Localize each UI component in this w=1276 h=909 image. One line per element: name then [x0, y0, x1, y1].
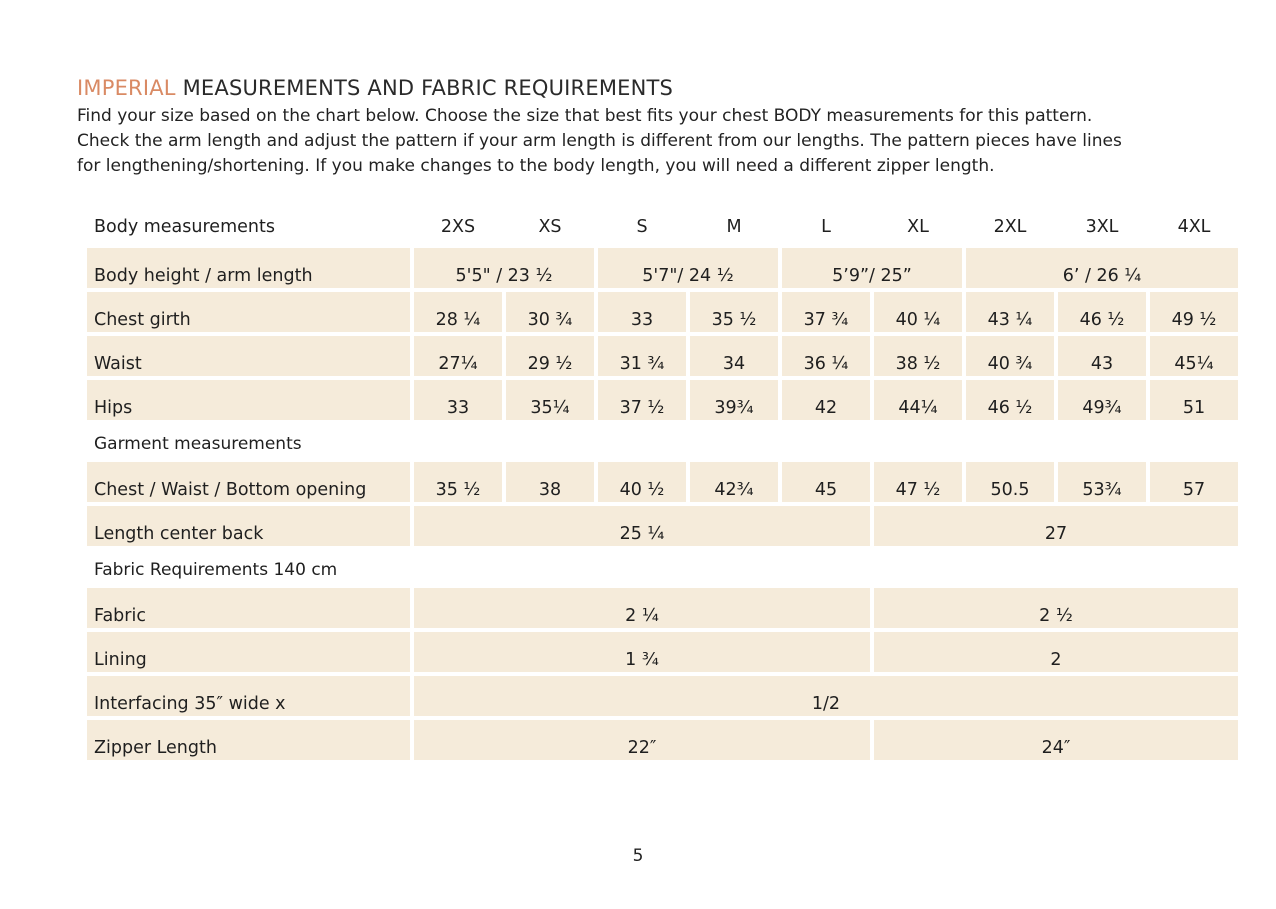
table-cell: 5'7"/ 24 ½	[598, 248, 778, 288]
size-header-4xl: 4XL	[1177, 217, 1211, 237]
table-cell: 40 ¼	[874, 292, 962, 332]
section-heading-row: Garment measurements	[87, 424, 1238, 458]
size-header-2xl: 2XL	[993, 217, 1027, 237]
table-cell: 29 ½	[506, 336, 594, 376]
table-cell: 38 ½	[874, 336, 962, 376]
row-label: Chest girth	[87, 292, 410, 332]
table-cell: 36 ¼	[782, 336, 870, 376]
title-rest: MEASUREMENTS AND FABRIC REQUIREMENTS	[182, 76, 674, 100]
table-cell: 5’9”/ 25”	[782, 248, 962, 288]
table-cell: 49 ½	[1150, 292, 1238, 332]
table-cell: 28 ¼	[414, 292, 502, 332]
table-cell: 2	[874, 632, 1238, 672]
table-cell: 47 ½	[874, 462, 962, 502]
section-heading: Garment measurements	[94, 434, 302, 454]
size-table-body: Body height / arm length 5'5" / 23 ½ 5'7"/…	[87, 248, 1238, 760]
table-cell: 25 ¼	[414, 506, 870, 546]
table-cell: 27¼	[414, 336, 502, 376]
table-cell: 43 ¼	[966, 292, 1054, 332]
table-cell: 33	[414, 380, 502, 420]
row-label: Lining	[87, 632, 410, 672]
section-heading: Fabric Requirements 140 cm	[94, 560, 338, 580]
table-row: Length center back 25 ¼ 27	[87, 506, 1238, 546]
table-cell: 34	[690, 336, 778, 376]
page-number: 5	[632, 846, 644, 866]
intro-line: for lengthening/shortening. If you make …	[77, 156, 995, 176]
table-cell: 27	[874, 506, 1238, 546]
table-cell: 37 ¾	[782, 292, 870, 332]
row-label: Interfacing 35″ wide x	[87, 676, 410, 716]
header-label: Body measurements	[94, 217, 275, 237]
table-cell: 35 ½	[414, 462, 502, 502]
section-heading-row: Fabric Requirements 140 cm	[87, 550, 1238, 584]
size-chart-table: Body measurements 2XS XS S M L XL 2XL 3XL 4XL Bo…	[83, 206, 1242, 764]
table-cell: 53¾	[1058, 462, 1146, 502]
row-label: Hips	[87, 380, 410, 420]
table-cell: 2 ¼	[414, 588, 870, 628]
size-header-m: M	[726, 217, 742, 237]
row-label: Body height / arm length	[87, 248, 410, 288]
table-cell: 6’ / 26 ¼	[966, 248, 1238, 288]
table-cell: 45¼	[1150, 336, 1238, 376]
row-label: Waist	[87, 336, 410, 376]
table-cell: 46 ½	[966, 380, 1054, 420]
table-row: Interfacing 35″ wide x 1/2	[87, 676, 1238, 716]
table-row: Waist 27¼ 29 ½ 31 ¾ 34 36 ¼ 38 ½ 40 ¾ 43 45¼	[87, 336, 1238, 376]
table-cell: 30 ¾	[506, 292, 594, 332]
table-cell: 42	[782, 380, 870, 420]
row-label: Fabric	[87, 588, 410, 628]
table-cell: 35¼	[506, 380, 594, 420]
table-cell: 38	[506, 462, 594, 502]
row-label: Zipper Length	[87, 720, 410, 760]
table-cell: 1 ¾	[414, 632, 870, 672]
table-cell: 5'5" / 23 ½	[414, 248, 594, 288]
table-cell: 35 ½	[690, 292, 778, 332]
table-cell: 33	[598, 292, 686, 332]
table-row: Hips 33 35¼ 37 ½ 39¾ 42 44¼ 46 ½ 49¾ 51	[87, 380, 1238, 420]
table-cell: 40 ¾	[966, 336, 1054, 376]
table-row: Chest / Waist / Bottom opening 35 ½ 38 40 ½…	[87, 462, 1238, 502]
table-cell: 57	[1150, 462, 1238, 502]
intro-line: Check the arm length and adjust the patt…	[77, 131, 1122, 151]
table-cell: 44¼	[874, 380, 962, 420]
table-cell: 22″	[414, 720, 870, 760]
table-cell: 2 ½	[874, 588, 1238, 628]
title-accent: IMPERIAL	[77, 76, 176, 100]
size-header-2xs: 2XS	[440, 217, 476, 237]
table-cell: 45	[782, 462, 870, 502]
size-header-l: L	[821, 217, 831, 237]
table-cell: 42¾	[690, 462, 778, 502]
table-row: Body height / arm length 5'5" / 23 ½ 5'7"/…	[87, 248, 1238, 288]
table-cell: 49¾	[1058, 380, 1146, 420]
table-cell: 37 ½	[598, 380, 686, 420]
table-row: Chest girth 28 ¼ 30 ¾ 33 35 ½ 37 ¾ 40 ¼ 43 ¼ 46 …	[87, 292, 1238, 332]
table-cell: 46 ½	[1058, 292, 1146, 332]
size-header-xs: XS	[538, 217, 562, 237]
size-header-s: S	[636, 217, 648, 237]
table-cell: 24″	[874, 720, 1238, 760]
table-cell: 40 ½	[598, 462, 686, 502]
size-header-row: Body measurements 2XS XS S M L XL 2XL 3XL 4XL	[87, 210, 1238, 244]
table-row: Zipper Length 22″ 24″	[87, 720, 1238, 760]
table-cell: 39¾	[690, 380, 778, 420]
intro-line: Find your size based on the chart below.…	[77, 106, 1093, 126]
table-cell: 43	[1058, 336, 1146, 376]
size-header-3xl: 3XL	[1085, 217, 1119, 237]
size-header-xl: XL	[907, 217, 929, 237]
row-label: Length center back	[87, 506, 410, 546]
table-cell: 1/2	[414, 676, 1238, 716]
row-label: Chest / Waist / Bottom opening	[87, 462, 410, 502]
table-cell: 31 ¾	[598, 336, 686, 376]
page-title: IMPERIAL MEASUREMENTS AND FABRIC REQUIRE…	[77, 76, 673, 100]
table-cell: 50.5	[966, 462, 1054, 502]
table-cell: 51	[1150, 380, 1238, 420]
intro-paragraph: Find your size based on the chart below.…	[77, 104, 1207, 179]
